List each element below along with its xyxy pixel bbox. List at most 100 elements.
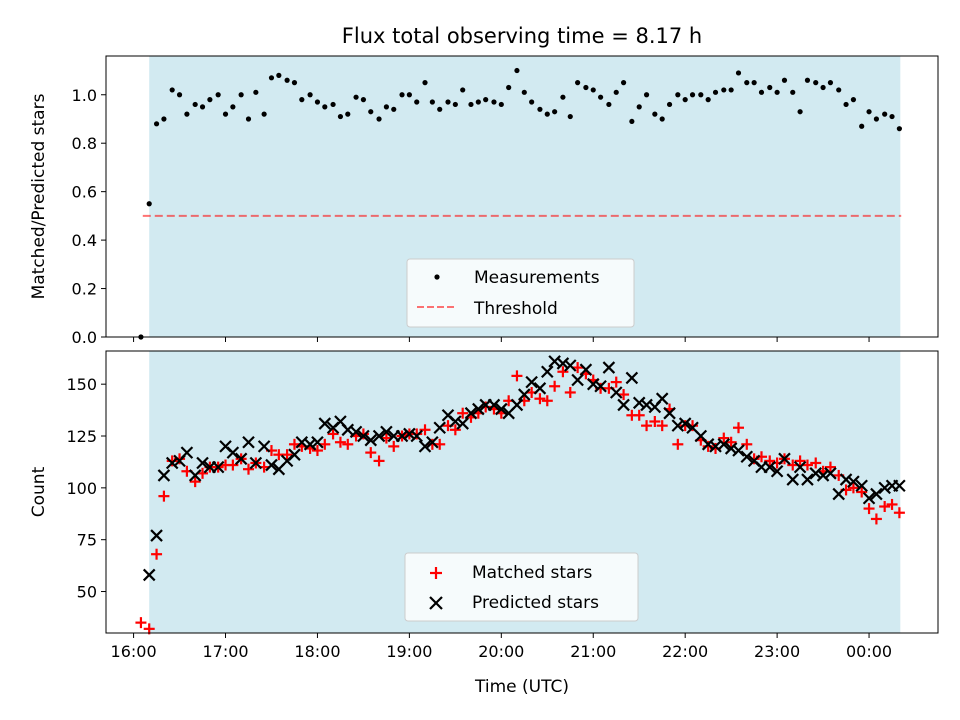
predicted-star-point [426, 435, 439, 449]
predicted-star-point [778, 452, 791, 466]
measurement-point [498, 101, 504, 108]
predicted-star-point [265, 458, 278, 472]
matched-star-point [419, 424, 431, 436]
measurement-point [859, 123, 865, 129]
matched-star-point [870, 513, 882, 525]
predicted-star-point [655, 392, 669, 405]
measurement-point [238, 92, 244, 98]
measurement-point [368, 109, 374, 115]
matched-star-point [380, 432, 392, 444]
measurement-point [567, 113, 573, 120]
predicted-star-point [740, 450, 754, 464]
predicted-star-point [862, 491, 876, 505]
matched-star-point [801, 459, 813, 471]
matched-star-point [135, 617, 147, 629]
predicted-star-point [763, 460, 777, 474]
matched-star-point [557, 366, 569, 378]
predicted-star-point [678, 417, 692, 430]
bottom-legend-box [404, 552, 639, 622]
predicted-star-point [770, 464, 784, 478]
matched-star-point [449, 424, 461, 436]
matched-star-point [856, 486, 868, 498]
chart-title: Flux total observing time = 8.17 h [342, 24, 702, 48]
matched-star-point [158, 490, 170, 502]
measurement-point [299, 97, 305, 103]
top-ylabel: Matched/Predicted stars [29, 93, 49, 299]
measurement-point [643, 92, 650, 98]
matched-star-point [564, 386, 576, 398]
predicted-star-point [150, 529, 163, 542]
matched-star-point [610, 376, 622, 388]
predicted-star-point [157, 469, 171, 482]
measurement-point [414, 99, 420, 105]
measurement-point [774, 89, 780, 95]
predicted-star-point [609, 386, 623, 399]
measurement-point [896, 126, 902, 132]
measurement-point [337, 113, 344, 120]
measurement-point [698, 92, 704, 98]
predicted-star-point [839, 473, 853, 486]
predicted-star-point [870, 487, 883, 501]
predicted-star-point [472, 402, 485, 416]
matched-star-point [342, 438, 354, 450]
measurement-point [245, 116, 252, 122]
predicted-star-point [732, 444, 745, 457]
predicted-star-point [671, 419, 685, 432]
x-tick-label: 23:00 [754, 642, 800, 661]
measurement-point [790, 89, 796, 95]
matched-star-point [511, 370, 523, 382]
top-legend: Measurements Threshold [406, 258, 635, 328]
predicted-star-point [495, 402, 508, 416]
predicted-star-point [142, 568, 156, 582]
predicted-star-point [816, 469, 830, 482]
measurement-point [751, 80, 757, 86]
predicted-star-point [403, 427, 416, 441]
y-tick-label: 1.0 [72, 86, 97, 105]
matched-star-point [242, 463, 254, 475]
predicted-star-point [318, 417, 332, 430]
measurement-point [813, 80, 819, 86]
measurement-point [161, 116, 167, 122]
predicted-star-point [395, 429, 409, 443]
x-tick-label: 22:00 [662, 642, 708, 661]
predicted-star-point [855, 479, 868, 493]
y-tick-label: 0.2 [72, 280, 97, 299]
y-tick-label: 125 [66, 427, 97, 446]
predicted-star-point [847, 475, 860, 488]
predicted-star-point [456, 417, 469, 430]
measurement-point [291, 80, 298, 86]
measurement-point [583, 84, 589, 91]
measurement-point [199, 104, 206, 110]
top-axes-frame [105, 55, 939, 338]
y-tick-label: 0.8 [72, 134, 97, 153]
predicted-star-point [893, 479, 906, 493]
matched-star-point [572, 362, 584, 374]
x-tick-label: 20:00 [478, 642, 524, 661]
matched-star-point [151, 548, 163, 560]
bottom-legend: Matched stars Predicted stars [404, 552, 639, 622]
measurement-point [590, 87, 596, 93]
measurement-point [376, 116, 382, 122]
matched-star-point [879, 501, 891, 513]
measurement-point [261, 111, 267, 117]
matched-star-point [741, 438, 753, 450]
predicted-star-point [226, 446, 240, 459]
measurement-point [353, 94, 359, 100]
matched-star-point [718, 432, 730, 444]
measurement-point [322, 104, 328, 110]
measurement-point [873, 116, 880, 122]
legend-predicted-label: Predicted stars [472, 593, 599, 613]
measurement-point [207, 97, 213, 103]
predicted-star-point [242, 435, 255, 449]
legend-measurements-marker [434, 274, 440, 280]
matched-star-point [288, 438, 300, 450]
matched-star-point [748, 453, 760, 465]
predicted-star-point [372, 429, 386, 443]
bottom-xlabel: Time (UTC) [474, 677, 569, 697]
measurement-point [758, 89, 765, 95]
legend-matched-label: Matched stars [472, 563, 592, 583]
matched-star-point [365, 447, 377, 459]
measurement-point [284, 77, 290, 83]
measurement-point [445, 99, 451, 105]
measurement-point [268, 75, 275, 81]
